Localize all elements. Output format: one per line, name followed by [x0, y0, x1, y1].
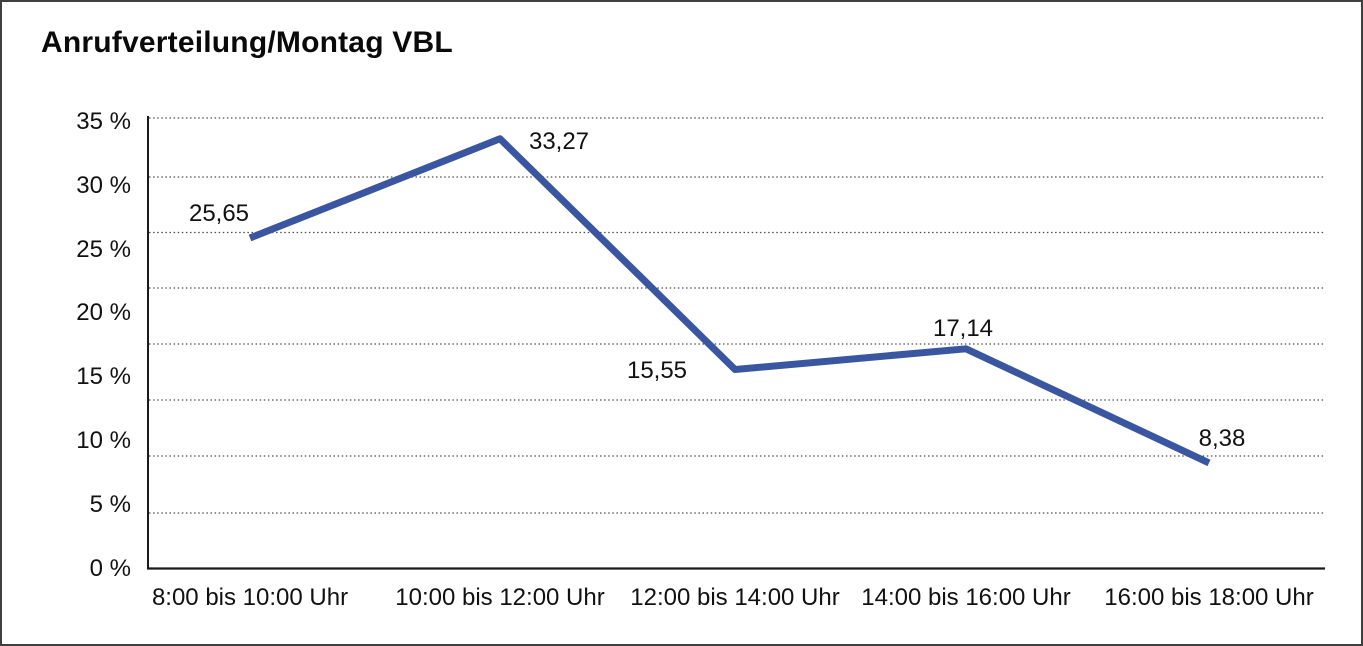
y-tick-label: 20 %: [76, 299, 131, 327]
chart-title: Anrufverteilung/Montag VBL: [41, 26, 453, 59]
data-point-label: 17,14: [932, 314, 994, 342]
y-tick-label: 5 %: [89, 490, 131, 518]
data-point-label: 15,55: [626, 356, 688, 384]
y-tick-label: 0 %: [89, 554, 131, 582]
y-tick-label: 35 %: [76, 107, 131, 135]
y-tick-label: 10 %: [76, 426, 131, 454]
data-point-label: 25,65: [188, 200, 250, 228]
y-tick-label: 30 %: [76, 171, 131, 199]
gridlines-group: [149, 117, 1325, 514]
x-category-label: 10:00 bis 12:00 Uhr: [395, 584, 605, 611]
y-tick-label: 25 %: [76, 235, 131, 263]
x-category-label: 12:00 bis 14:00 Uhr: [630, 584, 840, 611]
x-category-label: 14:00 bis 16:00 Uhr: [861, 584, 1071, 611]
x-category-label: 16:00 bis 18:00 Uhr: [1104, 584, 1314, 611]
data-point-label: 33,27: [528, 127, 590, 155]
data-point-label: 8,38: [1198, 424, 1246, 452]
data-series-line: [248, 135, 1211, 467]
y-tick-label: 15 %: [76, 363, 131, 391]
x-category-label: 8:00 bis 10:00 Uhr: [151, 584, 349, 611]
